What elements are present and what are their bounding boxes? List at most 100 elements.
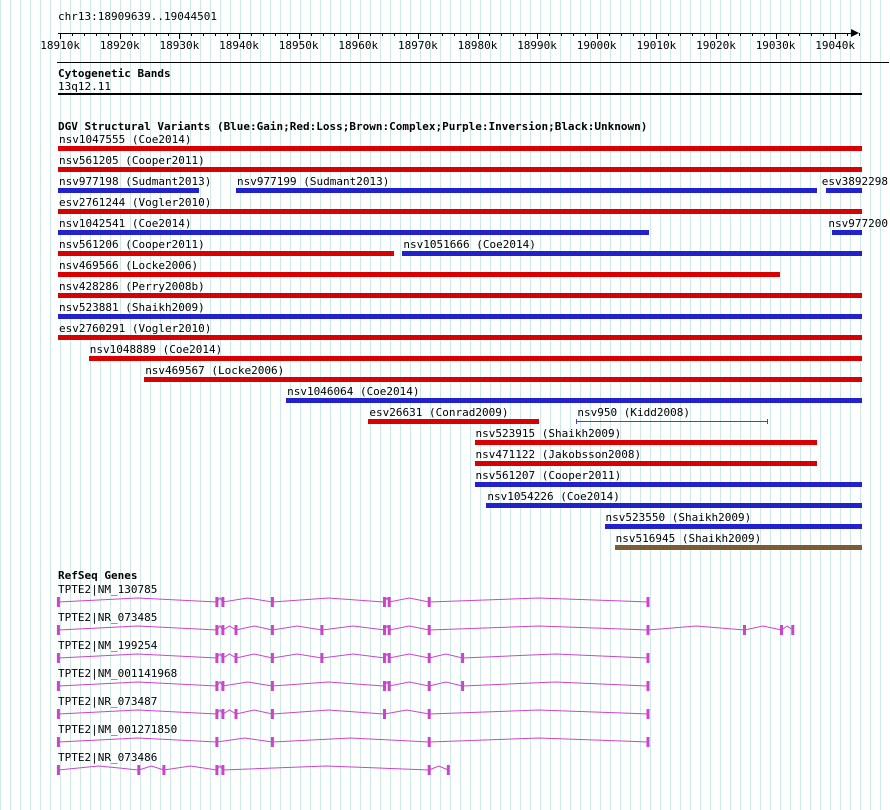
- variant-bar[interactable]: [486, 503, 862, 508]
- variant-label[interactable]: nsv1051666 (Coe2014): [403, 238, 536, 251]
- variant-label[interactable]: nsv523550 (Shaikh2009): [605, 511, 752, 524]
- gene-exon[interactable]: [743, 625, 746, 635]
- variant-bar[interactable]: [58, 251, 394, 256]
- gene-exon[interactable]: [215, 625, 219, 635]
- gene-label[interactable]: TPTE2|NM_001271850: [58, 723, 178, 736]
- gene-exon[interactable]: [221, 681, 225, 691]
- gene-exon[interactable]: [383, 597, 386, 607]
- gene-exon[interactable]: [383, 625, 386, 635]
- variant-bar[interactable]: [826, 188, 862, 193]
- variant-label[interactable]: nsv1047555 (Coe2014): [59, 133, 192, 146]
- gene-exon[interactable]: [270, 597, 274, 607]
- variant-bar[interactable]: [58, 293, 862, 298]
- gene-exon[interactable]: [383, 653, 386, 663]
- variant-bar[interactable]: [832, 230, 862, 235]
- gene-model[interactable]: [0, 652, 890, 664]
- gene-exon[interactable]: [427, 653, 431, 663]
- gene-exon[interactable]: [270, 625, 274, 635]
- gene-exon[interactable]: [221, 625, 225, 635]
- gene-exon[interactable]: [646, 625, 650, 635]
- gene-exon[interactable]: [387, 681, 391, 691]
- gene-exon[interactable]: [270, 737, 274, 747]
- variant-label[interactable]: nsv1054226 (Coe2014): [487, 490, 620, 503]
- variant-label[interactable]: nsv561205 (Cooper2011): [59, 154, 205, 167]
- variant-bar[interactable]: [58, 272, 780, 277]
- gene-exon[interactable]: [137, 765, 141, 775]
- gene-model[interactable]: [0, 736, 890, 748]
- gene-exon[interactable]: [427, 625, 431, 635]
- gene-exon[interactable]: [56, 597, 60, 607]
- gene-exon[interactable]: [56, 765, 60, 775]
- variant-bar[interactable]: [402, 251, 862, 256]
- gene-exon[interactable]: [234, 653, 238, 663]
- variant-label[interactable]: nsv977200: [828, 217, 888, 230]
- variant-bar[interactable]: [58, 335, 862, 340]
- gene-exon[interactable]: [383, 709, 386, 719]
- gene-label[interactable]: TPTE2|NR_073487: [58, 695, 158, 708]
- variant-bar[interactable]: [368, 419, 540, 424]
- gene-exon[interactable]: [427, 709, 431, 719]
- variant-label[interactable]: nsv471122 (Jakobsson2008): [475, 448, 642, 461]
- gene-exon[interactable]: [221, 597, 225, 607]
- gene-label[interactable]: TPTE2|NR_073485: [58, 611, 158, 624]
- gene-exon[interactable]: [461, 681, 465, 691]
- variant-range-line[interactable]: [576, 419, 768, 424]
- gene-exon[interactable]: [320, 625, 324, 635]
- gene-exon[interactable]: [215, 737, 219, 747]
- gene-exon[interactable]: [270, 653, 274, 663]
- cytoband-label[interactable]: 13q12.11: [58, 80, 111, 93]
- gene-exon[interactable]: [56, 653, 60, 663]
- gene-exon[interactable]: [221, 653, 225, 663]
- gene-exon[interactable]: [56, 709, 60, 719]
- variant-label[interactable]: nsv1046064 (Coe2014): [287, 385, 420, 398]
- variant-bar[interactable]: [58, 146, 862, 151]
- variant-label[interactable]: esv26631 (Conrad2009): [369, 406, 509, 419]
- gene-exon[interactable]: [387, 597, 391, 607]
- variant-label[interactable]: nsv1048889 (Coe2014): [89, 343, 223, 356]
- gene-model[interactable]: [0, 624, 890, 636]
- gene-exon[interactable]: [215, 653, 219, 663]
- variant-label[interactable]: nsv950 (Kidd2008): [577, 406, 690, 419]
- gene-label[interactable]: TPTE2|NM_001141968: [58, 667, 178, 680]
- gene-exon[interactable]: [446, 765, 450, 775]
- variant-label[interactable]: esv2760291 (Vogler2010): [59, 322, 212, 335]
- gene-label[interactable]: TPTE2|NM_130785: [58, 583, 158, 596]
- gene-exon[interactable]: [427, 765, 431, 775]
- gene-model[interactable]: [0, 764, 890, 776]
- variant-bar[interactable]: [474, 440, 818, 445]
- gene-exon[interactable]: [646, 709, 650, 719]
- gene-label[interactable]: TPTE2|NR_073486: [58, 751, 158, 764]
- gene-exon[interactable]: [234, 709, 238, 719]
- variant-label[interactable]: nsv469567 (Locke2006): [145, 364, 285, 377]
- gene-exon[interactable]: [646, 737, 650, 747]
- gene-label[interactable]: TPTE2|NM_199254: [58, 639, 158, 652]
- variant-label[interactable]: nsv469566 (Locke2006): [59, 259, 199, 272]
- gene-exon[interactable]: [221, 709, 225, 719]
- variant-bar[interactable]: [58, 188, 199, 193]
- gene-exon[interactable]: [221, 765, 225, 775]
- variant-label[interactable]: nsv516945 (Shaikh2009): [615, 532, 762, 545]
- variant-bar[interactable]: [286, 398, 862, 403]
- gene-exon[interactable]: [387, 625, 391, 635]
- gene-exon[interactable]: [56, 681, 60, 691]
- variant-bar[interactable]: [614, 545, 862, 550]
- variant-label[interactable]: nsv523881 (Shaikh2009): [59, 301, 205, 314]
- variant-label[interactable]: esv3892298: [821, 175, 889, 188]
- variant-bar[interactable]: [604, 524, 862, 529]
- gene-exon[interactable]: [215, 681, 219, 691]
- gene-exon[interactable]: [215, 709, 219, 719]
- variant-label[interactable]: nsv428286 (Perry2008b): [59, 280, 205, 293]
- gene-exon[interactable]: [215, 597, 219, 607]
- variant-label[interactable]: nsv1042541 (Coe2014): [59, 217, 192, 230]
- gene-model[interactable]: [0, 596, 890, 608]
- variant-label[interactable]: nsv561206 (Cooper2011): [59, 238, 205, 251]
- variant-label[interactable]: esv2761244 (Vogler2010): [59, 196, 212, 209]
- gene-exon[interactable]: [427, 681, 431, 691]
- gene-exon[interactable]: [56, 625, 60, 635]
- gene-exon[interactable]: [791, 625, 795, 635]
- gene-exon[interactable]: [387, 653, 391, 663]
- gene-model[interactable]: [0, 708, 890, 720]
- gene-exon[interactable]: [270, 681, 274, 691]
- gene-exon[interactable]: [162, 765, 166, 775]
- gene-exon[interactable]: [427, 597, 431, 607]
